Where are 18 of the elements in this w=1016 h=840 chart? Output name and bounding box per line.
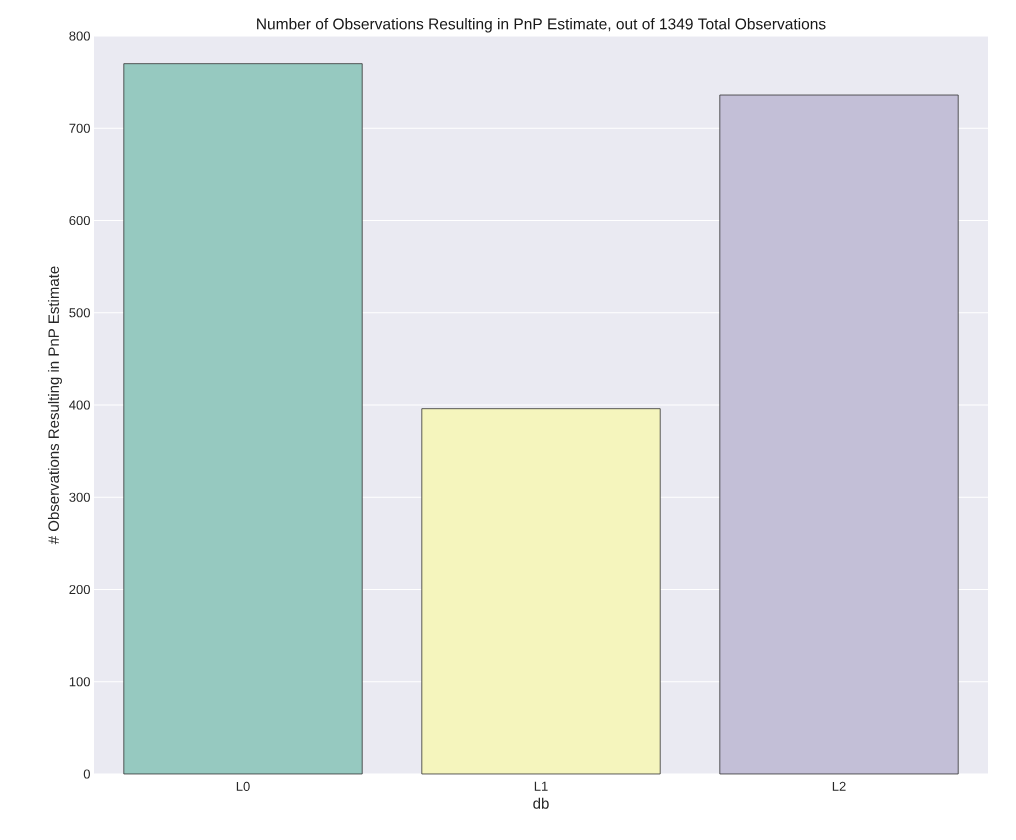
y-tick-label: 800 — [69, 31, 90, 41]
x-tick-label: L1 — [534, 781, 548, 791]
y-tick-label: 400 — [69, 400, 90, 410]
y-tick-label: 600 — [69, 215, 90, 226]
x-tick-label: L0 — [236, 781, 250, 791]
y-tick-label: 100 — [69, 677, 90, 687]
x-axis-title: db — [533, 797, 549, 809]
y-axis-title: # Observations Resulting in PnP Estimate — [47, 266, 62, 545]
chart-title: Number of Observations Resulting in PnP Estimate, out of 1349 Total Observations — [257, 18, 826, 33]
y-tick-label: 0 — [83, 769, 90, 779]
x-tick-label: L2 — [832, 781, 846, 791]
bar — [719, 94, 959, 775]
bar — [421, 408, 661, 775]
y-tick-label: 500 — [69, 308, 90, 318]
y-tick-label: 300 — [69, 492, 90, 502]
y-tick-label: 200 — [69, 584, 90, 595]
bar — [123, 63, 363, 775]
y-tick-label: 700 — [69, 123, 90, 133]
